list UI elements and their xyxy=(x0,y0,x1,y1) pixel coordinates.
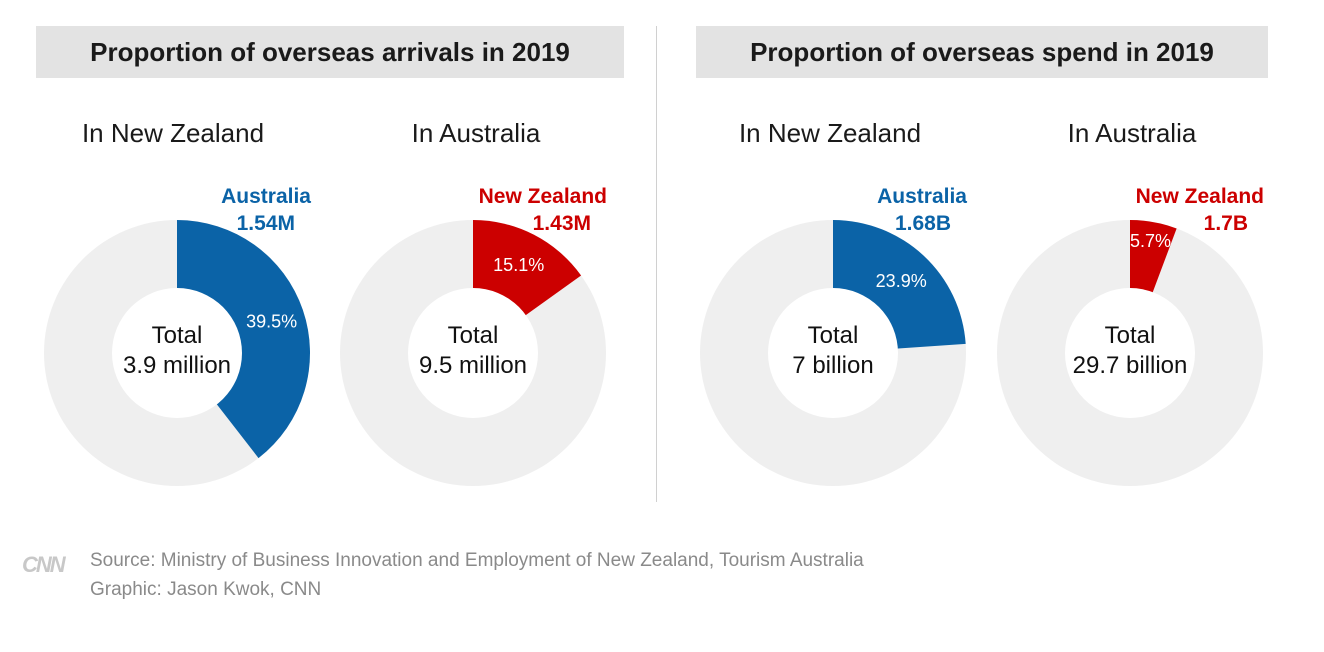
cnn-logo: CNN xyxy=(22,552,66,577)
chart-4-total-value: 29.7 billion xyxy=(1073,352,1188,379)
chart-2-share-label: 15.1% xyxy=(493,255,544,275)
chart-2-total-label: Total xyxy=(448,322,499,349)
chart-1-subtitle: In New Zealand xyxy=(82,118,264,148)
chart-1-category-value: 1.54M xyxy=(237,212,295,235)
chart-3-total-label: Total xyxy=(808,322,859,349)
panel-title-spend: Proportion of overseas spend in 2019 xyxy=(696,26,1268,78)
chart-3-share-label: 23.9% xyxy=(876,271,927,291)
panel-divider xyxy=(656,26,657,502)
chart-3-category-value: 1.68B xyxy=(895,212,951,235)
source-note: Source: Ministry of Business Innovation … xyxy=(90,550,864,571)
chart-4-category-label: New Zealand xyxy=(1136,185,1264,208)
chart-3-subtitle: In New Zealand xyxy=(739,118,921,148)
chart-1-total-label: Total xyxy=(152,322,203,349)
chart-3-total-value: 7 billion xyxy=(792,352,873,379)
chart-4-share-label: 5.7% xyxy=(1130,231,1171,251)
chart-2-total-value: 9.5 million xyxy=(419,352,527,379)
chart-1-donut-hole xyxy=(112,288,242,418)
chart-4-subtitle: In Australia xyxy=(1068,118,1197,148)
panel-title-arrivals: Proportion of overseas arrivals in 2019 xyxy=(36,26,624,78)
chart-2-donut-hole xyxy=(408,288,538,418)
chart-4-category-value: 1.7B xyxy=(1204,212,1248,235)
chart-1-share-slice xyxy=(177,219,311,459)
chart-3-donut-hole xyxy=(768,288,898,418)
chart-1-total-value: 3.9 million xyxy=(123,352,231,379)
chart-1-category-label: Australia xyxy=(221,185,311,208)
graphic-credit: Graphic: Jason Kwok, CNN xyxy=(90,579,322,600)
chart-2-subtitle: In Australia xyxy=(412,118,541,148)
chart-2-category-value: 1.43M xyxy=(533,212,591,235)
chart-1-share-label: 39.5% xyxy=(246,312,297,332)
chart-3-category-label: Australia xyxy=(877,185,967,208)
chart-4-total-label: Total xyxy=(1105,322,1156,349)
chart-4-donut-hole xyxy=(1065,288,1195,418)
chart-2-category-label: New Zealand xyxy=(479,185,607,208)
